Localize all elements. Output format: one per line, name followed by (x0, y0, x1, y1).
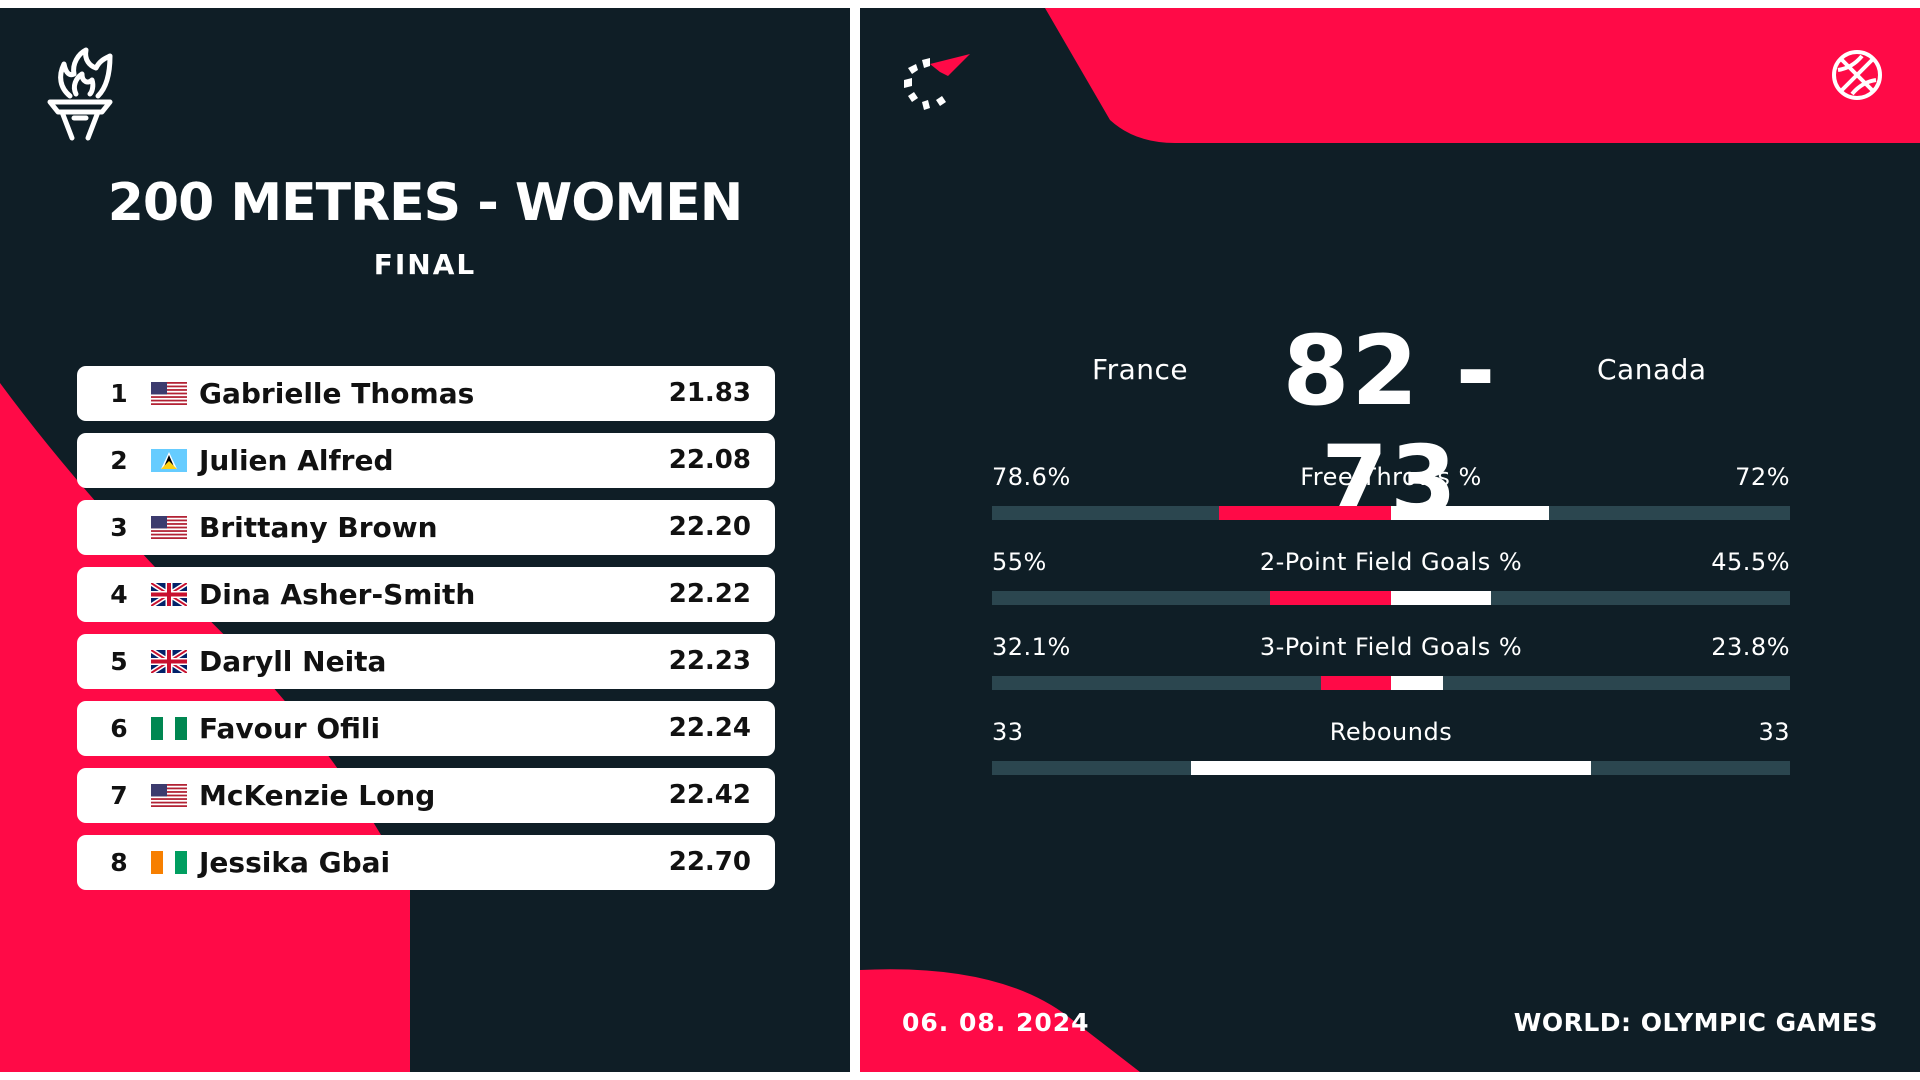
rank: 4 (110, 580, 128, 609)
athlete-name: Dina Asher-Smith (199, 578, 476, 611)
result-time: 22.22 (668, 579, 751, 609)
athlete-name: Favour Ofili (199, 712, 381, 745)
stat-row: 78.6% Free Throws % 72% (992, 463, 1790, 523)
competition-name: WORLD: OLYMPIC GAMES (1513, 1008, 1878, 1037)
rank: 1 (110, 379, 128, 408)
usa-flag-icon (151, 382, 187, 405)
result-row: 5 Daryll Neita 22.23 (77, 634, 775, 689)
home-stat-value: 33 (992, 718, 1024, 746)
athlete-name: Brittany Brown (199, 511, 438, 544)
athlete-name: Daryll Neita (199, 645, 387, 678)
result-row: 7 McKenzie Long 22.42 (77, 768, 775, 823)
usa-flag-icon (151, 516, 187, 539)
saint-lucia-flag-icon (151, 449, 187, 472)
match-date: 06. 08. 2024 (902, 1008, 1090, 1037)
away-team-name: Canada (1597, 353, 1707, 386)
stat-row: 32.1% 3-Point Field Goals % 23.8% (992, 633, 1790, 693)
stat-bar-track (992, 761, 1790, 775)
basketball-match-panel: France 82 - 73 Canada 78.6% Free Throws %… (860, 8, 1920, 1072)
result-time: 22.23 (668, 646, 751, 676)
stat-bar-track (992, 676, 1790, 690)
stat-label: Rebounds (1329, 718, 1453, 746)
result-time: 22.42 (668, 780, 751, 810)
rank: 8 (110, 848, 128, 877)
result-time: 22.24 (668, 713, 751, 743)
brand-logo-icon (904, 54, 970, 110)
athlete-name: McKenzie Long (199, 779, 436, 812)
results-list: 1 Gabrielle Thomas 21.83 2 Julien Alfred 22.0… (77, 366, 775, 902)
away-stat-bar (1191, 761, 1591, 775)
home-stat-bar (1270, 591, 1391, 605)
home-stat-bar (1320, 676, 1391, 690)
stat-label: 3-Point Field Goals % (1259, 633, 1523, 661)
away-stat-bar (1391, 591, 1491, 605)
nigeria-flag-icon (151, 717, 187, 740)
rank: 6 (110, 714, 128, 743)
stat-bar-track (992, 591, 1790, 605)
athletics-results-panel: 200 METRES - WOMEN FINAL 1 Gabrielle Thom… (0, 8, 850, 1072)
away-stat-bar (1391, 506, 1549, 520)
result-time: 22.20 (668, 512, 751, 542)
result-row: 6 Favour Ofili 22.24 (77, 701, 775, 756)
away-stat-bar (1391, 676, 1444, 690)
stat-row: 55% 2-Point Field Goals % 45.5% (992, 548, 1790, 608)
away-stat-value: 23.8% (1711, 633, 1790, 661)
result-row: 3 Brittany Brown 22.20 (77, 500, 775, 555)
usa-flag-icon (151, 784, 187, 807)
olympic-torch-icon (47, 47, 113, 141)
away-stat-value: 72% (1735, 463, 1790, 491)
result-time: 22.08 (668, 445, 751, 475)
great-britain-flag-icon (149, 647, 189, 676)
result-time: 22.70 (668, 847, 751, 877)
athlete-name: Jessika Gbai (199, 846, 391, 879)
home-stat-value: 78.6% (992, 463, 1071, 491)
ivory-coast-flag-icon (151, 851, 187, 874)
result-row: 2 Julien Alfred 22.08 (77, 433, 775, 488)
away-stat-value: 45.5% (1711, 548, 1790, 576)
away-stat-value: 33 (1758, 718, 1790, 746)
result-time: 21.83 (668, 378, 751, 408)
red-accent-shape-top (860, 8, 1920, 1072)
rank: 2 (110, 446, 128, 475)
rank: 5 (110, 647, 128, 676)
athlete-name: Gabrielle Thomas (199, 377, 475, 410)
rank: 7 (110, 781, 128, 810)
event-subtitle: FINAL (373, 248, 477, 281)
result-row: 1 Gabrielle Thomas 21.83 (77, 366, 775, 421)
great-britain-flag-icon (149, 580, 189, 609)
home-stat-value: 32.1% (992, 633, 1071, 661)
result-row: 8 Jessika Gbai 22.70 (77, 835, 775, 890)
stat-label: Free Throws % (1300, 463, 1482, 491)
stat-bar-track (992, 506, 1790, 520)
home-stat-value: 55% (992, 548, 1047, 576)
stat-row: 33 Rebounds 33 (992, 718, 1790, 778)
athlete-name: Julien Alfred (199, 444, 394, 477)
home-team-name: France (1092, 353, 1189, 386)
home-stat-bar (1218, 506, 1391, 520)
stat-label: 2-Point Field Goals % (1259, 548, 1523, 576)
basketball-icon (1832, 50, 1882, 100)
rank: 3 (110, 513, 128, 542)
event-title: 200 METRES - WOMEN (107, 173, 744, 233)
result-row: 4 Dina Asher-Smith 22.22 (77, 567, 775, 622)
